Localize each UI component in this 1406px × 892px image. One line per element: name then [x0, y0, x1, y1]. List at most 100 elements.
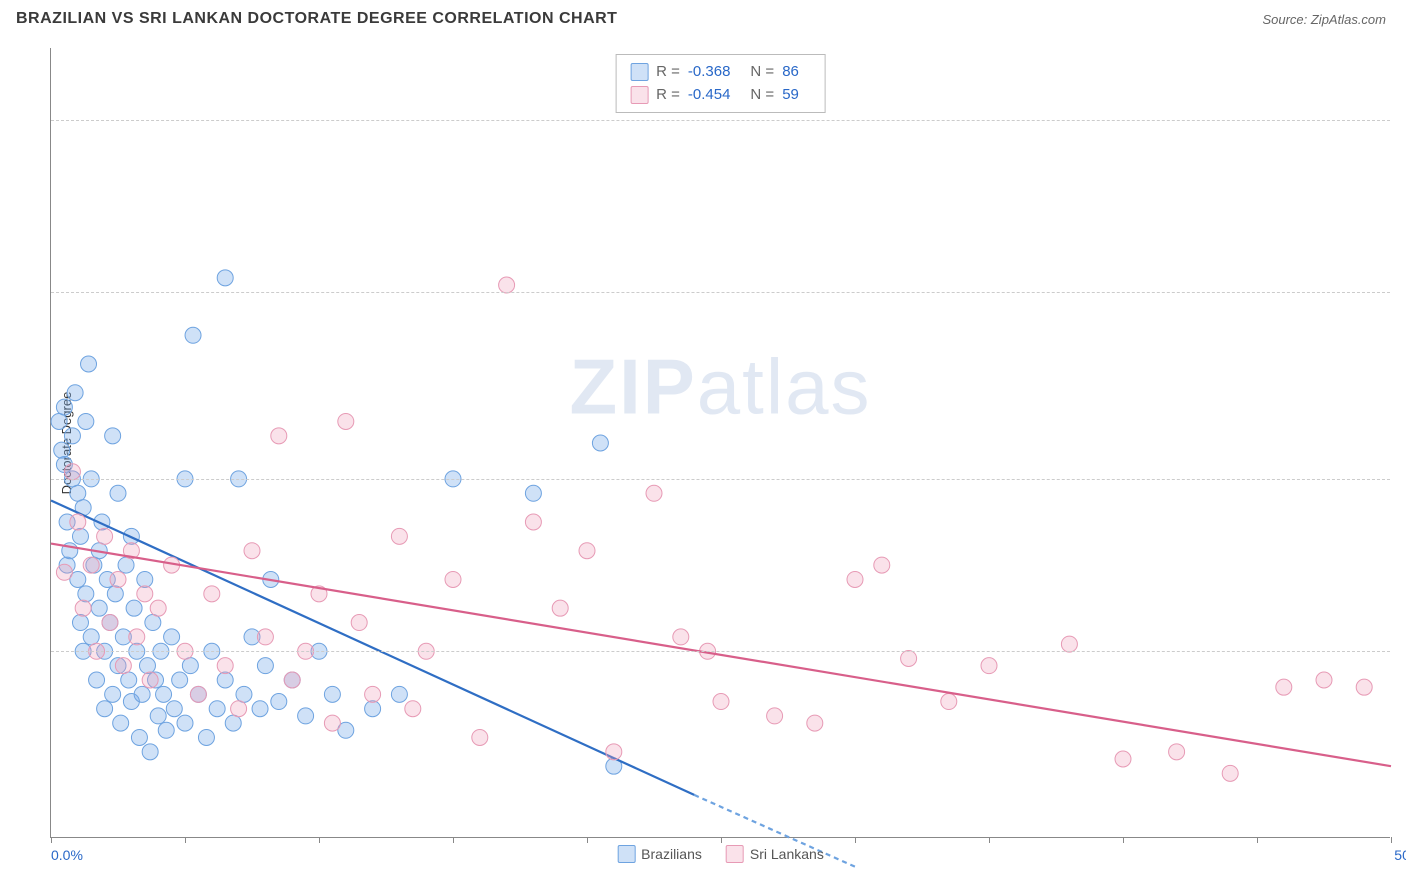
trend-line	[51, 544, 1391, 767]
scatter-point	[107, 586, 123, 602]
source-attribution: Source: ZipAtlas.com	[1262, 12, 1386, 27]
legend-item: Brazilians	[617, 845, 702, 863]
scatter-point	[177, 715, 193, 731]
x-axis-max-label: 50.0%	[1394, 847, 1406, 863]
legend-item: Sri Lankans	[726, 845, 824, 863]
plot-area: Doctorate Degree ZIPatlas R =-0.368N =86…	[50, 48, 1390, 838]
scatter-point	[115, 658, 131, 674]
scatter-point	[54, 442, 70, 458]
scatter-point	[1276, 679, 1292, 695]
series-swatch	[630, 86, 648, 104]
gridline-h	[51, 479, 1390, 480]
r-value: -0.454	[688, 84, 731, 107]
scatter-point	[231, 701, 247, 717]
scatter-point	[142, 744, 158, 760]
scatter-point	[1061, 636, 1077, 652]
x-axis-min-label: 0.0%	[51, 847, 83, 863]
scatter-point	[592, 435, 608, 451]
scatter-point	[365, 701, 381, 717]
scatter-point	[271, 694, 287, 710]
n-label: N =	[750, 84, 774, 107]
scatter-point	[324, 715, 340, 731]
scatter-point	[217, 672, 233, 688]
legend-swatch	[726, 845, 744, 863]
scatter-point	[145, 615, 161, 631]
scatter-point	[78, 413, 94, 429]
scatter-point	[105, 428, 121, 444]
x-tick	[1123, 837, 1124, 843]
scatter-point	[1115, 751, 1131, 767]
scatter-point	[236, 686, 252, 702]
scatter-point	[137, 571, 153, 587]
scatter-point	[338, 413, 354, 429]
scatter-point	[1356, 679, 1372, 695]
scatter-point	[166, 701, 182, 717]
scatter-point	[158, 722, 174, 738]
scatter-point	[72, 615, 88, 631]
scatter-point	[713, 694, 729, 710]
scatter-point	[134, 686, 150, 702]
gridline-h	[51, 292, 1390, 293]
scatter-point	[472, 729, 488, 745]
x-tick	[721, 837, 722, 843]
scatter-point	[89, 672, 105, 688]
scatter-point	[217, 270, 233, 286]
n-value: 59	[782, 84, 799, 107]
scatter-point	[499, 277, 515, 293]
scatter-point	[324, 686, 340, 702]
scatter-point	[110, 485, 126, 501]
scatter-point	[271, 428, 287, 444]
scatter-point	[525, 485, 541, 501]
scatter-point	[646, 485, 662, 501]
scatter-point	[298, 708, 314, 724]
scatter-point	[56, 399, 72, 415]
scatter-point	[75, 600, 91, 616]
scatter-point	[78, 586, 94, 602]
scatter-point	[351, 615, 367, 631]
scatter-point	[981, 658, 997, 674]
scatter-point	[81, 356, 97, 372]
plot-svg	[51, 48, 1390, 837]
scatter-point	[901, 650, 917, 666]
scatter-point	[847, 571, 863, 587]
scatter-point	[110, 571, 126, 587]
scatter-point	[156, 686, 172, 702]
scatter-point	[83, 557, 99, 573]
scatter-point	[217, 658, 233, 674]
scatter-point	[83, 629, 99, 645]
gridline-h	[51, 651, 1390, 652]
x-tick	[989, 837, 990, 843]
scatter-point	[391, 686, 407, 702]
scatter-point	[941, 694, 957, 710]
scatter-point	[209, 701, 225, 717]
scatter-point	[172, 672, 188, 688]
scatter-point	[150, 600, 166, 616]
scatter-point	[767, 708, 783, 724]
scatter-point	[118, 557, 134, 573]
scatter-point	[1169, 744, 1185, 760]
scatter-point	[97, 528, 113, 544]
scatter-point	[164, 629, 180, 645]
r-label: R =	[656, 84, 680, 107]
r-label: R =	[656, 61, 680, 84]
n-value: 86	[782, 61, 799, 84]
scatter-point	[142, 672, 158, 688]
scatter-point	[185, 327, 201, 343]
stats-legend-box: R =-0.368N =86R =-0.454N =59	[615, 54, 826, 113]
chart-container: Doctorate Degree ZIPatlas R =-0.368N =86…	[50, 48, 1390, 838]
scatter-point	[579, 543, 595, 559]
legend-label: Sri Lankans	[750, 846, 824, 862]
scatter-point	[113, 715, 129, 731]
scatter-point	[807, 715, 823, 731]
x-tick	[51, 837, 52, 843]
scatter-point	[126, 600, 142, 616]
scatter-point	[150, 708, 166, 724]
scatter-point	[64, 464, 80, 480]
scatter-point	[51, 413, 67, 429]
legend-swatch	[617, 845, 635, 863]
scatter-point	[284, 672, 300, 688]
n-label: N =	[750, 61, 774, 84]
scatter-point	[190, 686, 206, 702]
scatter-point	[70, 485, 86, 501]
scatter-point	[137, 586, 153, 602]
